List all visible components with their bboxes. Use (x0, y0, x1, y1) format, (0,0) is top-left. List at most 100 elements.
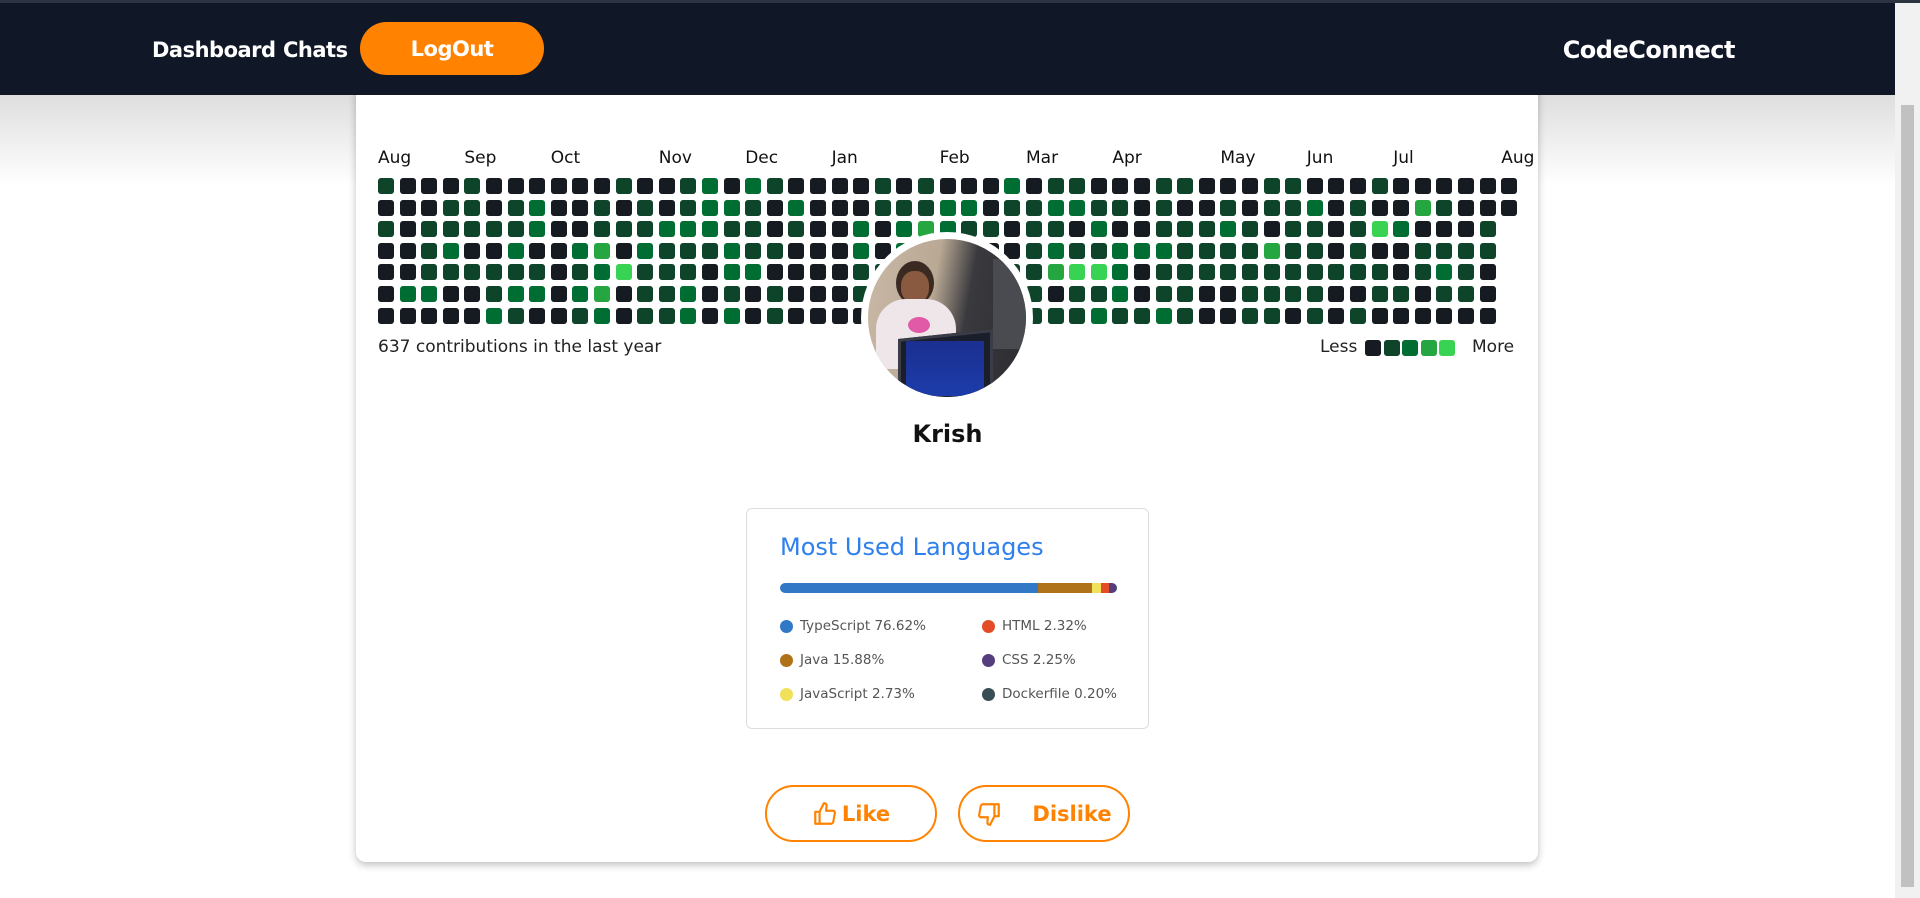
contribution-cell (399, 178, 416, 194)
month-label: Aug (378, 148, 412, 168)
contribution-cell (1285, 221, 1302, 238)
legend-swatch (1402, 340, 1418, 356)
contribution-cell (507, 242, 524, 259)
contribution-cell (1026, 264, 1042, 281)
nav-chats[interactable]: Chats (283, 38, 348, 62)
contribution-cell (702, 178, 718, 194)
nav-dashboard[interactable]: Dashboard (152, 38, 276, 62)
contribution-cell (1134, 242, 1150, 259)
contribution-cell (1220, 307, 1237, 324)
language-dot-icon (780, 619, 793, 633)
contribution-cell (810, 286, 826, 302)
contribution-cell (702, 307, 718, 324)
contribution-cell (1414, 221, 1431, 238)
contribution-cell (1112, 221, 1129, 238)
scrollbar-thumb[interactable] (1901, 105, 1914, 887)
contribution-cell (1177, 199, 1194, 216)
contribution-cell (831, 264, 848, 281)
contribution-cell (421, 178, 438, 194)
contribution-cell (788, 242, 805, 259)
language-dot-icon (982, 653, 995, 667)
contribution-cell (680, 264, 697, 281)
contribution-cell (507, 264, 524, 281)
contribution-cell (1479, 286, 1496, 302)
contribution-cell (1134, 199, 1150, 216)
contribution-cell (1458, 242, 1474, 259)
contribution-cell (637, 286, 654, 302)
contribution-cell (399, 286, 416, 302)
scrollbar[interactable] (1895, 3, 1920, 898)
contribution-cell (1393, 199, 1410, 216)
contribution-cell (399, 264, 416, 281)
contribution-cell (529, 286, 546, 302)
contribution-cell (1306, 221, 1323, 238)
language-bar-segment (1108, 583, 1117, 593)
language-dot-icon (780, 653, 793, 667)
dislike-button[interactable]: Dislike (958, 785, 1130, 842)
language-item: Dockerfile 0.20% (982, 686, 1117, 702)
contribution-cell (1004, 178, 1021, 194)
contribution-cell (421, 221, 438, 238)
contribution-cell (550, 307, 567, 324)
contribution-cell (1177, 286, 1194, 302)
legend-swatch (1439, 340, 1455, 356)
contribution-cell (1134, 264, 1150, 281)
contribution-cell (572, 307, 589, 324)
contribution-cell (1350, 242, 1366, 259)
contribution-cell (680, 242, 697, 259)
contribution-cell (1479, 264, 1496, 281)
language-bar-segment (1038, 583, 1092, 593)
brand-logo: CodeConnect (1562, 36, 1736, 64)
contribution-cell (810, 199, 826, 216)
contribution-cell (1371, 307, 1388, 324)
like-button[interactable]: Like (765, 785, 937, 842)
contribution-cell (529, 307, 546, 324)
language-label: TypeScript 76.62% (800, 618, 926, 634)
contribution-cell (1414, 286, 1431, 302)
month-label: Sep (464, 148, 497, 168)
contribution-cell (853, 242, 870, 259)
languages-card: Most Used Languages TypeScript 76.62% Jav… (746, 508, 1149, 729)
contribution-cell (507, 286, 524, 302)
contribution-cell (831, 178, 848, 194)
contribution-cell (1242, 307, 1258, 324)
contribution-cell (464, 264, 481, 281)
contribution-cell (766, 178, 783, 194)
contribution-cell (853, 178, 870, 194)
contribution-cell (507, 178, 524, 194)
contribution-cell (594, 178, 610, 194)
contribution-cell (1047, 307, 1064, 324)
contribution-cell (1458, 178, 1474, 194)
language-item: JavaScript 2.73% (780, 686, 915, 702)
contribution-cell (1306, 264, 1323, 281)
contribution-cell (788, 221, 805, 238)
contribution-cell (1306, 286, 1323, 302)
languages-title: Most Used Languages (780, 533, 1044, 561)
contribution-cell (1263, 178, 1280, 194)
contribution-cell (529, 242, 546, 259)
contribution-cell (766, 199, 783, 216)
contribution-cell (1198, 178, 1215, 194)
contribution-cell (1479, 178, 1496, 194)
contribution-cell (615, 264, 632, 281)
contribution-cell (1047, 221, 1064, 238)
contribution-cell (399, 242, 416, 259)
logout-button[interactable]: LogOut (360, 22, 544, 75)
contribution-cell (594, 286, 610, 302)
contribution-cell (594, 307, 610, 324)
contribution-cell (658, 221, 675, 238)
contribution-cell (550, 242, 567, 259)
contribution-cell (1220, 178, 1237, 194)
contribution-cell (1220, 264, 1237, 281)
contribution-cell (442, 221, 459, 238)
contribution-cell (421, 199, 438, 216)
month-label: Jul (1393, 148, 1414, 168)
languages-bar (780, 583, 1117, 593)
month-label: Jan (831, 148, 858, 168)
contribution-cell (1177, 242, 1194, 259)
contribution-cell (1306, 242, 1323, 259)
contribution-cell (1242, 178, 1258, 194)
language-bar-segment (780, 583, 1039, 593)
contribution-cell (572, 286, 589, 302)
contribution-cell (810, 264, 826, 281)
